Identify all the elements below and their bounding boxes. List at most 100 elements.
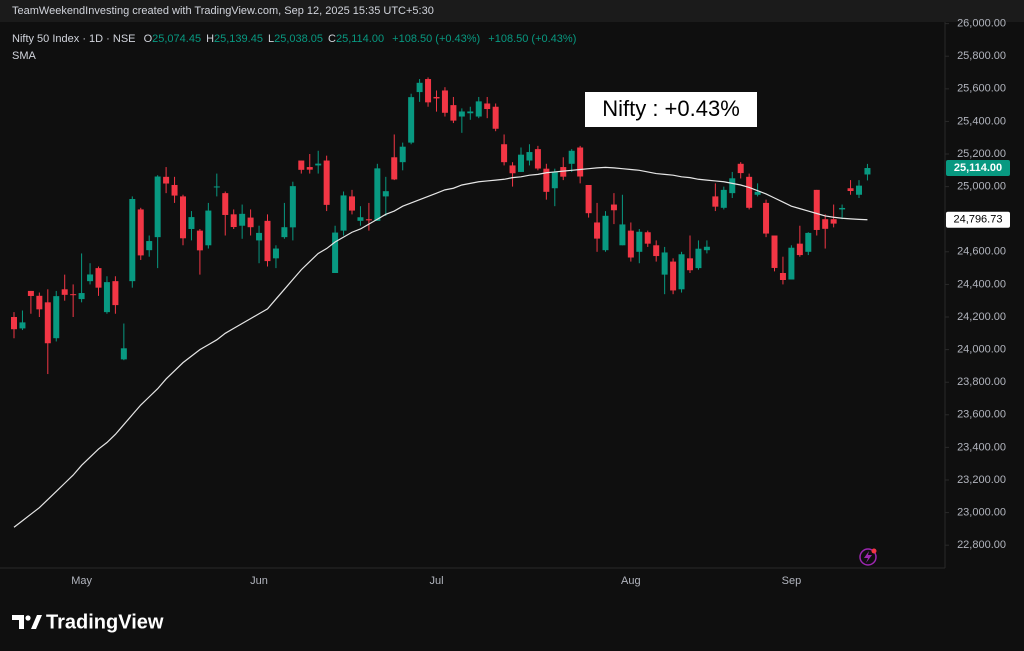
ohlc-key: O	[143, 33, 153, 45]
candle-body	[323, 160, 330, 205]
candle-body	[830, 219, 837, 224]
candle-body	[171, 184, 178, 196]
ohlc-key: L	[267, 33, 275, 45]
candle-body	[594, 222, 601, 239]
change: +108.50 (+0.43%)	[488, 33, 577, 45]
candle-body	[560, 167, 567, 177]
candle-body	[585, 184, 592, 214]
ohlc-value: 25,114.00	[335, 33, 385, 45]
candle-body	[416, 82, 423, 93]
candle-body	[661, 252, 668, 275]
candle-body	[44, 302, 51, 344]
last-price-label: 25,114.00	[954, 162, 1002, 174]
candle-body	[95, 268, 102, 288]
y-tick-label: 23,600.00	[957, 409, 1006, 421]
candle-body	[518, 154, 524, 172]
candle-body	[644, 232, 651, 244]
y-tick-label: 25,400.00	[957, 115, 1006, 127]
tv-logo	[12, 615, 42, 629]
candle-body	[796, 243, 803, 256]
ohlc-value: 25,139.45	[214, 33, 263, 45]
candle-body	[112, 281, 119, 306]
candle-body	[737, 163, 744, 174]
candle-body	[475, 101, 482, 117]
candle-body	[180, 196, 186, 239]
candle-body	[27, 290, 34, 296]
candle-body	[61, 289, 68, 295]
candle-body	[526, 152, 533, 161]
candle-body	[239, 213, 246, 226]
brand: TradingView	[46, 611, 164, 633]
candle-body	[256, 232, 263, 241]
candle-body	[53, 296, 60, 339]
y-tick-label: 25,000.00	[957, 181, 1006, 193]
candle-body	[856, 185, 862, 195]
candle-body	[509, 165, 516, 174]
sma-line	[13, 166, 868, 528]
candle-body	[425, 79, 432, 103]
candle-body	[205, 210, 212, 246]
candle-body	[779, 272, 786, 281]
candle-body	[382, 191, 389, 197]
y-tick-label: 25,600.00	[957, 83, 1006, 95]
candle-body	[839, 207, 846, 210]
annotation: Nifty : +0.43%	[602, 96, 740, 121]
candle-body	[653, 245, 660, 257]
candle-body	[365, 219, 372, 221]
candle-body	[163, 176, 170, 184]
candle-body	[399, 146, 406, 163]
x-tick-label: Sep	[782, 575, 802, 587]
candle-body	[289, 186, 296, 228]
y-tick-label: 25,200.00	[957, 148, 1006, 160]
candle-body	[771, 235, 778, 268]
candle-body	[813, 189, 820, 230]
candle-body	[484, 103, 491, 110]
candle-body	[188, 217, 195, 229]
y-tick-label: 24,600.00	[957, 246, 1006, 258]
candle-body	[458, 111, 465, 117]
candle-body	[222, 193, 229, 215]
candle-body	[78, 293, 85, 300]
candle-body	[687, 258, 693, 271]
y-tick-label: 23,400.00	[957, 441, 1006, 453]
candle-body	[272, 248, 279, 259]
candle-body	[619, 224, 626, 246]
y-tick-label: 22,800.00	[957, 539, 1006, 551]
candle-body	[534, 149, 541, 169]
candle-body	[103, 282, 110, 313]
candle-body	[315, 163, 322, 166]
candle-body	[70, 294, 77, 296]
candle-body	[213, 186, 220, 188]
indicator-legend: SMA	[12, 50, 36, 62]
ohlc-key: H	[206, 33, 215, 45]
x-tick-label: Aug	[621, 575, 641, 587]
candle-body	[408, 97, 415, 143]
candle-body	[805, 232, 812, 252]
candle-body	[230, 214, 237, 228]
candle-body	[763, 202, 770, 234]
candle-body	[543, 168, 550, 192]
candle-body	[577, 147, 584, 177]
candle-body	[129, 199, 136, 282]
annotation-box	[585, 92, 757, 127]
candle-body	[11, 317, 17, 330]
candle-body	[864, 168, 871, 175]
candle-body	[501, 144, 508, 163]
y-tick-label: 23,200.00	[957, 474, 1006, 486]
y-tick-label: 24,200.00	[957, 311, 1006, 323]
candle-body	[137, 209, 144, 256]
candle-body	[610, 204, 617, 211]
plot: 22,800.00 23,000.00 23,200.00 23,400.00 23,6…	[11, 18, 1006, 587]
candle-body	[332, 232, 339, 273]
candle-body	[433, 96, 440, 99]
header-strip	[0, 0, 1024, 22]
candle-body	[712, 196, 719, 207]
x-tick-label: Jun	[250, 575, 268, 587]
candle-body	[695, 248, 702, 269]
candle-body	[196, 230, 203, 251]
candle-body	[670, 261, 677, 291]
sma-value-label: 24,796.73	[954, 214, 1003, 226]
candle-body	[441, 90, 448, 113]
candle-body	[703, 246, 710, 251]
